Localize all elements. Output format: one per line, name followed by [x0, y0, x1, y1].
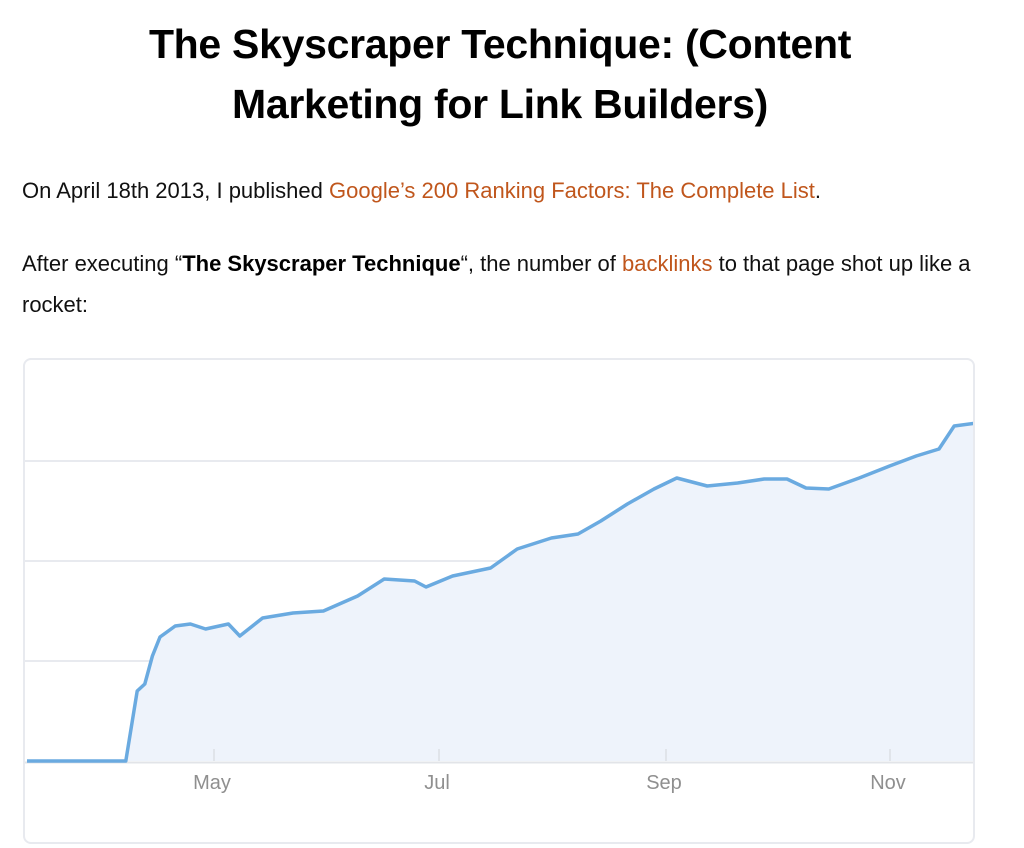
technique-name: The Skyscraper Technique — [182, 251, 461, 276]
intro-paragraph: On April 18th 2013, I published Google’s… — [22, 170, 821, 211]
intro-text: On April 18th 2013, I published — [22, 178, 329, 203]
x-tick-label-may: May — [193, 772, 231, 794]
chart-plot-area — [25, 421, 973, 764]
intro-suffix: . — [814, 178, 822, 203]
x-tick-label-jul: Jul — [424, 772, 450, 794]
result-prefix: After executing “ — [22, 251, 183, 276]
ranking-factors-link[interactable]: Google’s 200 Ranking Factors: The Comple… — [329, 178, 815, 203]
x-tick-label-nov: Nov — [870, 772, 906, 794]
page-title-line-2: Marketing for Link Builders) — [231, 81, 769, 127]
result-middle: “, the number of — [460, 251, 622, 276]
result-suffix: to that page shot up like a rocket: — [22, 251, 971, 317]
x-tick-label-sep: Sep — [646, 772, 682, 794]
page-title: The Skyscraper Technique: (Content Marke… — [0, 14, 1000, 134]
page-title-line-1: The Skyscraper Technique: (Content — [148, 21, 852, 67]
backlinks-chart — [23, 358, 975, 844]
area-fill — [27, 423, 973, 761]
series-line — [27, 421, 973, 763]
backlinks-link[interactable]: backlinks — [621, 251, 713, 276]
result-paragraph: After executing “The Skyscraper Techniqu… — [22, 243, 982, 325]
